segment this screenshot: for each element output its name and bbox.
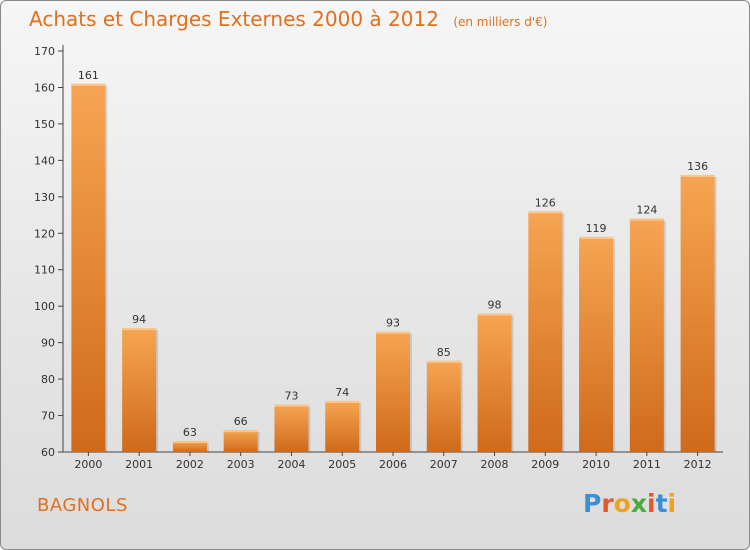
x-tick-label: 2001: [125, 458, 153, 471]
logo-letter: P: [583, 489, 602, 518]
bar-highlight: [122, 328, 157, 331]
bar-value-label: 136: [687, 160, 708, 173]
bar-value-label: 93: [386, 317, 400, 330]
bar: [325, 400, 360, 452]
bar-value-label: 119: [586, 222, 607, 235]
y-tick-label: 170: [34, 45, 55, 58]
bar: [223, 430, 258, 452]
bar-highlight: [71, 83, 106, 86]
bar-highlight: [629, 218, 664, 221]
bar-highlight: [274, 404, 309, 407]
bar: [477, 313, 512, 452]
bar-value-label: 85: [437, 346, 451, 359]
x-tick-label: 2012: [684, 458, 712, 471]
x-tick-label: 2005: [328, 458, 356, 471]
bar-value-label: 63: [183, 426, 197, 439]
y-tick-label: 90: [41, 337, 55, 350]
y-tick-label: 160: [34, 81, 55, 94]
chart-subtitle: (en milliers d'€): [453, 15, 548, 29]
y-tick-label: 130: [34, 191, 55, 204]
bar: [528, 211, 563, 452]
y-tick-label: 70: [41, 410, 55, 423]
bar-value-label: 124: [636, 204, 657, 217]
x-tick-label: 2010: [582, 458, 610, 471]
logo-letter: i: [647, 489, 656, 518]
bar-highlight: [579, 236, 614, 239]
x-tick-label: 2003: [227, 458, 255, 471]
proxiti-logo: Proxiti: [583, 489, 676, 518]
bar-highlight: [172, 441, 207, 444]
x-tick-label: 2008: [481, 458, 509, 471]
bar: [122, 328, 157, 452]
bar: [376, 331, 410, 452]
bar-value-label: 94: [132, 313, 146, 326]
x-tick-label: 2007: [430, 458, 458, 471]
bar-value-label: 161: [78, 69, 99, 82]
bar: [579, 236, 614, 452]
bar-highlight: [325, 400, 360, 403]
logo-letter: r: [601, 489, 614, 518]
y-tick-label: 140: [34, 154, 55, 167]
bar-highlight: [223, 430, 258, 433]
bar-highlight: [680, 174, 715, 177]
bar-value-label: 126: [535, 196, 556, 209]
bar-highlight: [426, 360, 461, 363]
bar: [71, 83, 106, 453]
x-tick-label: 2000: [74, 458, 102, 471]
chart-title: Achats et Charges Externes 2000 à 2012: [29, 7, 439, 31]
x-tick-label: 2009: [531, 458, 559, 471]
x-tick-label: 2004: [277, 458, 305, 471]
bar-highlight: [528, 211, 563, 214]
city-label: BAGNOLS: [37, 495, 128, 516]
bar-highlight: [477, 313, 512, 316]
bar: [426, 360, 461, 452]
y-tick-label: 150: [34, 118, 55, 131]
bar: [680, 174, 715, 453]
bar: [172, 441, 207, 452]
logo-letter: o: [613, 489, 631, 518]
bar-value-label: 98: [488, 298, 502, 311]
bar: [274, 404, 309, 452]
logo-letter: t: [655, 489, 668, 518]
y-tick-label: 110: [34, 264, 55, 277]
logo-letter: i: [667, 489, 677, 518]
x-tick-label: 2011: [633, 458, 661, 471]
x-tick-label: 2006: [379, 458, 407, 471]
bar-value-label: 73: [284, 390, 298, 403]
chart-title-block: Achats et Charges Externes 2000 à 2012 (…: [29, 7, 547, 31]
bar-highlight: [376, 331, 410, 334]
bar-value-label: 66: [234, 415, 248, 428]
y-tick-label: 60: [41, 446, 55, 459]
bar: [629, 218, 664, 452]
y-tick-label: 100: [34, 300, 55, 313]
x-tick-label: 2002: [176, 458, 204, 471]
y-tick-label: 80: [41, 373, 55, 386]
bar-value-label: 74: [335, 386, 349, 399]
y-tick-label: 120: [34, 227, 55, 240]
logo-letter: x: [630, 489, 647, 518]
